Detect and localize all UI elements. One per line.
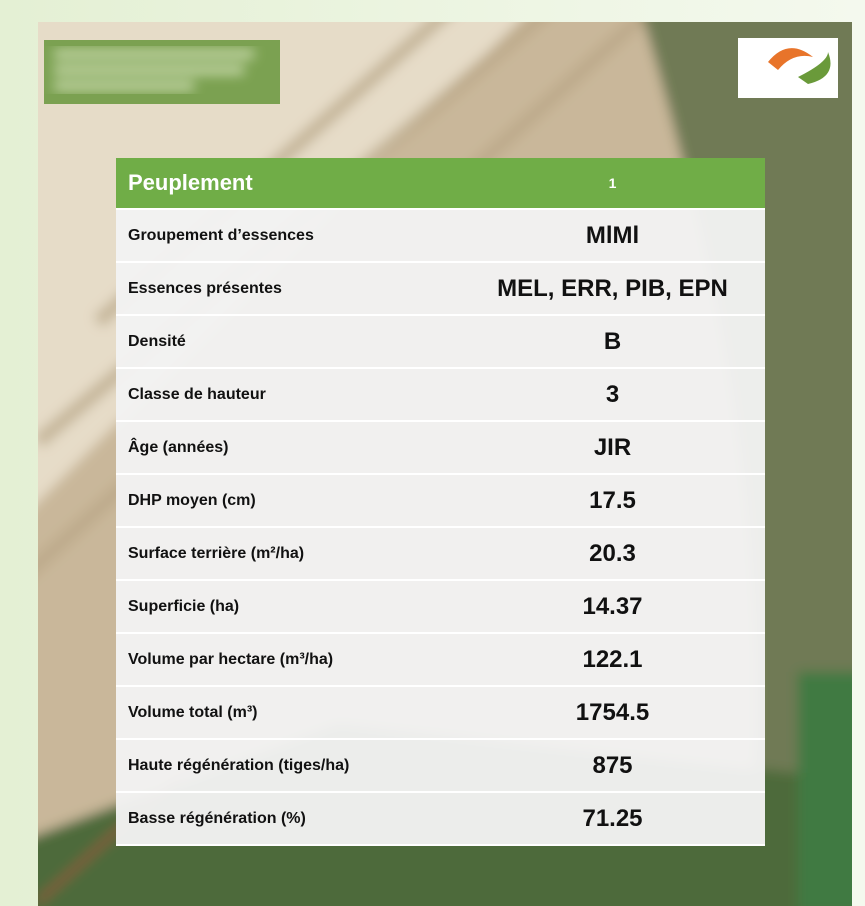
table-row: Basse régénération (%)71.25 xyxy=(116,792,765,845)
row-value: 14.37 xyxy=(460,580,765,633)
table-row: Volume par hectare (m³/ha)122.1 xyxy=(116,633,765,686)
table-row: Haute régénération (tiges/ha)875 xyxy=(116,739,765,792)
row-label: Superficie (ha) xyxy=(116,580,460,633)
row-value: 1754.5 xyxy=(460,686,765,739)
row-label: Densité xyxy=(116,315,460,368)
row-label: Groupement d’essences xyxy=(116,209,460,262)
row-value: 3 xyxy=(460,368,765,421)
row-label: Essences présentes xyxy=(116,262,460,315)
table-row: Âge (années)JIR xyxy=(116,421,765,474)
row-label: DHP moyen (cm) xyxy=(116,474,460,527)
header-value: 1 xyxy=(460,158,765,209)
row-label: Volume total (m³) xyxy=(116,686,460,739)
table-row: DHP moyen (cm)17.5 xyxy=(116,474,765,527)
row-value: 71.25 xyxy=(460,792,765,845)
table-row: Volume total (m³)1754.5 xyxy=(116,686,765,739)
row-value: 122.1 xyxy=(460,633,765,686)
row-value: 875 xyxy=(460,739,765,792)
table-row: Surface terrière (m²/ha)20.3 xyxy=(116,527,765,580)
row-value: MlMl xyxy=(460,209,765,262)
table-row: Superficie (ha)14.37 xyxy=(116,580,765,633)
row-label: Haute régénération (tiges/ha) xyxy=(116,739,460,792)
frame: Peuplement 1 Groupement d’essencesMlMlEs… xyxy=(0,0,865,906)
header-row: Peuplement 1 xyxy=(116,158,765,209)
row-label: Classe de hauteur xyxy=(116,368,460,421)
header-label: Peuplement xyxy=(116,158,460,209)
row-label: Volume par hectare (m³/ha) xyxy=(116,633,460,686)
row-value: JIR xyxy=(460,421,765,474)
row-label: Surface terrière (m²/ha) xyxy=(116,527,460,580)
row-value: MEL, ERR, PIB, EPN xyxy=(460,262,765,315)
row-value: B xyxy=(460,315,765,368)
row-value: 17.5 xyxy=(460,474,765,527)
row-label: Basse régénération (%) xyxy=(116,792,460,845)
page: Peuplement 1 Groupement d’essencesMlMlEs… xyxy=(0,0,865,906)
row-label: Âge (années) xyxy=(116,421,460,474)
row-value: 20.3 xyxy=(460,527,765,580)
